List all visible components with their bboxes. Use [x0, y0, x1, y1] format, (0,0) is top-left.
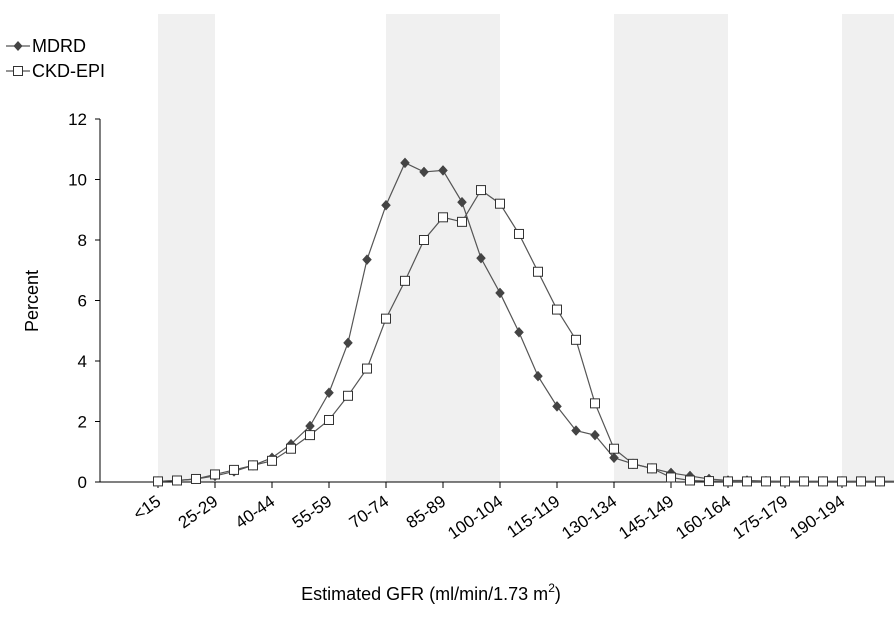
ckd-epi-point	[267, 455, 277, 466]
ckd-epi-point	[324, 414, 334, 425]
mdrd-point	[438, 165, 448, 176]
mdrd-point	[552, 401, 562, 412]
legend: MDRD CKD-EPI	[6, 36, 105, 81]
ckd-epi-point	[476, 185, 486, 196]
ckd-epi-point	[229, 464, 239, 475]
mdrd-point	[495, 287, 505, 299]
mdrd-point	[400, 157, 410, 169]
ckd-epi-point	[571, 334, 581, 345]
mdrd-point	[533, 370, 543, 382]
x-tick-label: 130-134	[558, 492, 620, 543]
x-tick-label: 25-29	[175, 492, 222, 533]
ckd-epi-point	[704, 476, 714, 487]
legend-marker	[13, 66, 23, 76]
series-line-mdrd	[157, 162, 894, 482]
ckd-epi-point	[248, 460, 258, 471]
x-tick-label: 70-74	[346, 492, 393, 533]
ckd-epi-point	[628, 458, 638, 469]
y-tick-label: 6	[78, 292, 87, 311]
mdrd-point	[590, 429, 600, 441]
shaded-band-1	[386, 14, 500, 482]
mdrd-point	[381, 199, 391, 211]
mdrd-point	[324, 387, 334, 399]
x-tick-label: <15	[130, 492, 165, 524]
legend-item-mdrd: MDRD	[6, 36, 86, 56]
series-lines	[157, 162, 894, 482]
shaded-band-2	[614, 14, 728, 482]
ckd-epi-point	[172, 475, 182, 486]
shaded-band-0	[158, 14, 215, 482]
ckd-epi-point	[552, 304, 562, 315]
x-axis-title-main: Estimated GFR (ml/min/1.73 m	[301, 584, 548, 604]
ckd-epi-point	[780, 476, 790, 487]
ckd-epi-point	[685, 475, 695, 486]
ckd-epi-point	[723, 476, 733, 487]
ckd-epi-point	[875, 476, 885, 487]
ckd-epi-point	[153, 476, 163, 487]
x-tick-label: 145-149	[615, 492, 677, 543]
ckd-epi-point	[362, 363, 372, 374]
legend-item-ckd-epi: CKD-EPI	[6, 61, 105, 81]
x-axis-title-close: )	[555, 584, 561, 604]
y-axis-title: Percent	[22, 270, 42, 332]
x-axis-title: Estimated GFR (ml/min/1.73 m2)	[301, 581, 561, 604]
ckd-epi-point	[210, 469, 220, 480]
ckd-epi-point	[590, 398, 600, 409]
x-tick-label: 85-89	[403, 492, 450, 533]
ckd-epi-point	[438, 212, 448, 223]
ckd-epi-point	[533, 266, 543, 277]
mdrd-point	[476, 252, 486, 264]
ckd-epi-point	[286, 443, 296, 454]
y-axis-ticks: 0 2 4 6 8 10 12	[68, 110, 100, 492]
x-tick-label: 55-59	[289, 492, 336, 533]
legend-label: CKD-EPI	[32, 61, 105, 81]
ckd-epi-point	[495, 198, 505, 209]
y-tick-label: 0	[78, 473, 87, 492]
ckd-epi-point	[419, 235, 429, 245]
ckd-epi-point	[609, 443, 619, 454]
legend-marker	[13, 41, 23, 51]
x-axis-title-superscript: 2	[548, 581, 555, 595]
mdrd-point	[343, 337, 353, 349]
series-markers	[153, 157, 885, 487]
shaded-bands	[158, 14, 894, 482]
ckd-epi-point	[457, 216, 467, 227]
x-tick-label: 190-194	[786, 492, 848, 543]
mdrd-point	[457, 196, 467, 208]
y-tick-label: 12	[68, 110, 87, 129]
ckd-epi-point	[799, 476, 809, 487]
ckd-epi-point	[742, 476, 752, 487]
ckd-epi-point	[837, 476, 847, 487]
y-tick-label: 2	[78, 413, 87, 432]
y-tick-label: 8	[78, 231, 87, 250]
mdrd-point	[514, 326, 524, 338]
ckd-epi-point	[818, 476, 828, 487]
mdrd-point	[609, 452, 619, 464]
x-tick-label: 100-104	[444, 492, 506, 543]
mdrd-point	[362, 254, 372, 266]
ckd-epi-point	[647, 463, 657, 474]
ckd-epi-point	[856, 476, 866, 487]
mdrd-point	[571, 425, 581, 436]
ckd-epi-point	[191, 473, 201, 484]
x-tick-label: 175-179	[729, 492, 791, 543]
x-tick-label: 160-164	[672, 492, 734, 543]
y-tick-label: 10	[68, 171, 87, 190]
legend-label: MDRD	[32, 36, 86, 56]
y-tick-label: 4	[78, 352, 87, 371]
ckd-epi-point	[666, 472, 676, 483]
ckd-epi-point	[761, 476, 771, 487]
x-axis-ticks: <15 25-29 40-44 55-59 70-74 85-89100-104115-1…	[130, 482, 848, 543]
ckd-epi-point	[343, 390, 353, 401]
ckd-epi-point	[514, 228, 524, 239]
shaded-band-3	[842, 14, 894, 482]
ckd-epi-point	[400, 275, 410, 286]
x-tick-label: 115-119	[503, 492, 563, 542]
ckd-epi-point	[305, 430, 315, 441]
mdrd-point	[419, 166, 429, 178]
ckd-epi-point	[381, 313, 391, 324]
x-tick-label: 40-44	[232, 492, 279, 533]
series-line-ckd-epi	[157, 189, 894, 482]
